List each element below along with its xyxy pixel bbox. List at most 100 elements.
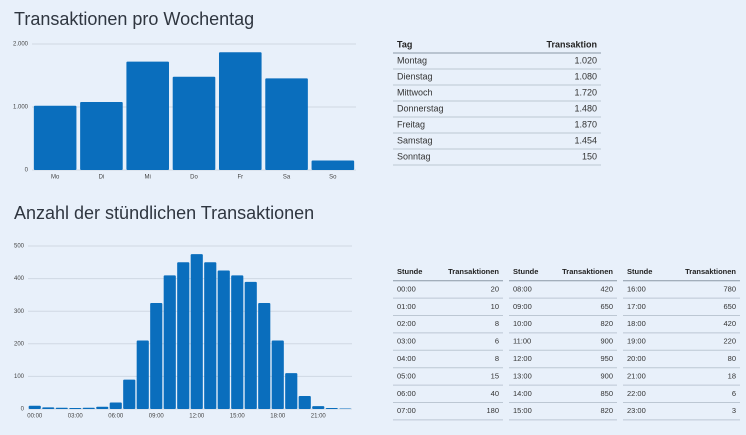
- table-cell: 780: [723, 284, 736, 293]
- table-cell: 80: [728, 354, 736, 363]
- table-cell: 15: [491, 371, 499, 380]
- table-cell: 11:00: [513, 337, 531, 346]
- y-tick-label: 300: [14, 309, 25, 315]
- y-tick-label: 100: [14, 374, 25, 380]
- table-cell: Sonntag: [397, 151, 431, 161]
- bar: [265, 78, 308, 170]
- table-cell: 20: [491, 284, 499, 293]
- table-cell: 420: [723, 319, 736, 328]
- table-cell: Stunde: [513, 267, 538, 276]
- table-cell: 850: [600, 389, 613, 398]
- table-cell: 650: [600, 302, 613, 311]
- table-cell: 1.080: [574, 71, 597, 81]
- y-tick-label: 1.000: [13, 105, 29, 111]
- table-cell: 3: [732, 406, 736, 415]
- y-tick-label: 500: [14, 244, 25, 250]
- y-tick-label: 200: [14, 341, 25, 347]
- x-tick-label: 15:00: [230, 414, 246, 420]
- x-tick-label: Mo: [51, 175, 60, 181]
- bar: [218, 52, 262, 170]
- table-cell: 07:00: [397, 406, 416, 415]
- bar: [69, 408, 82, 409]
- table-cell: Mittwoch: [397, 87, 433, 97]
- table-cell: Transaktionen: [685, 267, 736, 276]
- table-cell: Dienstag: [397, 71, 433, 81]
- bar: [163, 275, 176, 409]
- table-cell: 10: [491, 302, 499, 311]
- table-cell: 18: [728, 371, 736, 380]
- y-tick-label: 0: [21, 407, 25, 413]
- table-cell: 820: [600, 406, 613, 415]
- bar: [271, 340, 284, 409]
- x-tick-label: Do: [190, 175, 198, 181]
- table-cell: 00:00: [397, 284, 416, 293]
- table-cell: 40: [491, 389, 499, 398]
- table-cell: 20:00: [627, 354, 646, 363]
- bar: [285, 373, 298, 409]
- y-tick-label: 2.000: [13, 42, 29, 48]
- table-cell: 04:00: [397, 354, 416, 363]
- x-tick-label: Di: [99, 175, 105, 181]
- x-tick-label: 21:00: [311, 414, 327, 420]
- table-cell: 220: [723, 337, 736, 346]
- table-cell: 21:00: [627, 371, 646, 380]
- bar: [33, 105, 77, 170]
- table-cell: 180: [486, 406, 499, 415]
- table-cell: 1.454: [574, 135, 597, 145]
- chart-title: Transaktionen pro Wochentag: [14, 9, 254, 29]
- table-cell: 08:00: [513, 284, 532, 293]
- table-cell: 1.720: [574, 87, 597, 97]
- bar: [96, 406, 109, 409]
- bar: [55, 407, 68, 409]
- table-cell: Samstag: [397, 135, 433, 145]
- table-cell: Stunde: [627, 267, 652, 276]
- x-tick-label: 12:00: [189, 414, 205, 420]
- y-tick-label: 0: [25, 168, 29, 174]
- bar: [244, 281, 257, 409]
- bar: [217, 270, 230, 409]
- table-cell: Montag: [397, 55, 427, 65]
- table-cell: 16:00: [627, 284, 646, 293]
- table-cell: 19:00: [627, 337, 646, 346]
- bar: [109, 402, 122, 409]
- table-cell: 02:00: [397, 319, 416, 328]
- table-cell: Freitag: [397, 119, 425, 129]
- table-cell: 15:00: [513, 406, 532, 415]
- x-tick-label: 03:00: [68, 414, 84, 420]
- chart-title: Anzahl der stündlichen Transaktionen: [14, 203, 314, 223]
- table-cell: 14:00: [513, 389, 532, 398]
- bar: [126, 61, 170, 170]
- table-cell: 950: [600, 354, 613, 363]
- bar: [312, 406, 325, 409]
- table-cell: 820: [600, 319, 613, 328]
- table-cell: 900: [600, 337, 613, 346]
- bar: [204, 262, 217, 409]
- x-tick-label: Sa: [283, 175, 291, 181]
- x-tick-label: So: [329, 175, 337, 181]
- table-cell: 150: [582, 151, 597, 161]
- table-cell: 6: [495, 337, 499, 346]
- table-cell: 1.480: [574, 103, 597, 113]
- bar: [172, 76, 216, 170]
- table-cell: 900: [600, 371, 613, 380]
- bar: [150, 303, 163, 409]
- bar: [258, 303, 271, 409]
- table-cell: 22:00: [627, 389, 646, 398]
- table-cell: 6: [732, 389, 736, 398]
- x-tick-label: 18:00: [270, 414, 286, 420]
- table-cell: 05:00: [397, 371, 416, 380]
- table-cell: Tag: [397, 39, 412, 49]
- x-tick-label: 09:00: [149, 414, 165, 420]
- bar: [80, 101, 123, 170]
- x-tick-label: Fr: [237, 175, 243, 181]
- table-cell: Donnerstag: [397, 103, 444, 113]
- table-cell: 420: [600, 284, 613, 293]
- table-cell: Transaktionen: [448, 267, 499, 276]
- table-cell: 10:00: [513, 319, 532, 328]
- table-cell: 1.020: [574, 55, 597, 65]
- bar: [28, 405, 41, 409]
- table-cell: 23:00: [627, 406, 646, 415]
- bar: [325, 408, 338, 409]
- table-cell: 18:00: [627, 319, 646, 328]
